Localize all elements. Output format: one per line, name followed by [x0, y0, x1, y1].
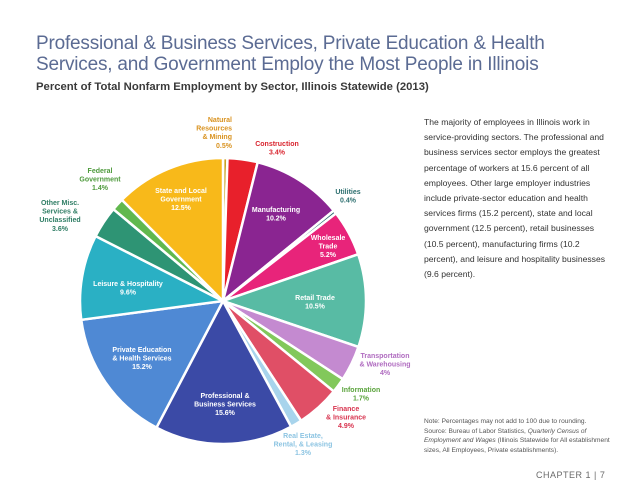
slice-name-line: & Insurance — [326, 415, 366, 422]
slice-value-label: 9.6% — [120, 290, 137, 297]
pie-slice-leisure-hospitality — [78, 234, 228, 322]
slice-name-line: Unclassified — [39, 217, 80, 224]
slice-name-line: Resources — [196, 126, 232, 133]
slice-name-line: Real Estate, — [283, 433, 323, 440]
slice-value-label: 15.2% — [132, 364, 153, 371]
source-suffix: (Illinois Statewide for All establishmen… — [424, 437, 610, 454]
slice-name-line: Manufacturing — [252, 207, 300, 214]
slice-label-natural-resources-mining: Natural Resources & Mining 0.5% — [196, 117, 233, 150]
slice-value-label: 1.7% — [353, 396, 370, 403]
slice-name-line: Federal — [88, 168, 113, 175]
slice-label-transportation-warehousing: Transportation & Warehousing 4% — [359, 353, 410, 377]
slice-name-line: Leisure & Hospitality — [93, 281, 163, 288]
slice-label-retail-trade: Retail Trade 10.5% — [295, 295, 335, 311]
slice-name-line: Trade — [319, 244, 338, 251]
slice-value-label: 3.4% — [269, 150, 286, 157]
source-prefix: Source: Bureau of Labor Statistics, — [424, 427, 526, 435]
slice-value-label: 15.6% — [215, 410, 236, 417]
slice-name-line: Services & — [42, 209, 78, 216]
slice-value-label: 10.5% — [305, 304, 326, 311]
slice-value-label: 10.2% — [266, 216, 287, 223]
slice-label-wholesale-trade: Wholesale Trade 5.2% — [311, 235, 346, 259]
slice-name-line: State and Local — [155, 188, 207, 195]
slice-value-label: 0.4% — [340, 198, 357, 205]
source-title: Quarterly Census of Employment and Wages — [424, 427, 587, 445]
source-citation: Source: Bureau of Labor Statistics, Quar… — [424, 427, 614, 456]
page-title: Professional & Business Services, Privat… — [36, 33, 545, 75]
slice-name-line: Government — [79, 177, 121, 184]
slice-label-information: Information 1.7% — [342, 387, 381, 403]
slice-value-label: 4% — [380, 370, 391, 377]
slice-name-line: Retail Trade — [295, 295, 335, 302]
slice-label-manufacturing: Manufacturing 10.2% — [252, 207, 300, 223]
slice-name-line: Information — [342, 387, 381, 394]
chart-subtitle: Percent of Total Nonfarm Employment by S… — [36, 81, 429, 93]
slice-label-professional-business-services: Professional & Business Services 15.6% — [194, 393, 256, 417]
slice-name-line: Private Education — [112, 347, 171, 354]
slice-label-real-estate-rental-leasing: Real Estate, Rental, & Leasing 1.3% — [274, 433, 333, 457]
slice-name-line: Government — [160, 197, 202, 204]
slice-name-line: Natural — [208, 117, 232, 124]
pie-slice-professional-business-services — [154, 298, 293, 446]
slice-name-line: & Warehousing — [359, 362, 410, 369]
rounding-note: Note: Percentages may not add to 100 due… — [424, 418, 587, 425]
slice-value-label: 5.2% — [320, 252, 337, 259]
slice-name-line: & Mining — [202, 134, 232, 141]
slice-value-label: 1.4% — [92, 185, 109, 192]
slice-label-leisure-hospitality: Leisure & Hospitality 9.6% — [93, 281, 163, 297]
slice-label-private-education-health-services: Private Education & Health Services 15.2% — [112, 347, 171, 371]
pie-slice-private-education-health-services — [79, 299, 226, 430]
slice-label-utilities: Utilities 0.4% — [335, 189, 360, 205]
pie-slice-manufacturing — [220, 160, 336, 305]
slice-label-state-and-local-government: State and Local Government 12.5% — [155, 188, 207, 212]
slice-label-other-misc-services-unclassified: Other Misc. Services & Unclassified 3.6% — [39, 200, 80, 233]
slice-name-line: Transportation — [360, 353, 409, 360]
slice-name-line: Construction — [255, 141, 299, 148]
slice-value-label: 0.5% — [216, 143, 233, 150]
slice-name-line: Rental, & Leasing — [274, 442, 333, 449]
slice-label-construction: Construction 3.4% — [255, 141, 299, 157]
page-footer: CHAPTER 1 | 7 — [536, 470, 606, 480]
slice-value-label: 1.3% — [295, 450, 312, 457]
pie-slice-state-and-local-government — [120, 156, 225, 305]
slice-name-line: Utilities — [335, 189, 360, 196]
slice-value-label: 4.9% — [338, 423, 355, 430]
source-note: Note: Percentages may not add to 100 due… — [424, 417, 614, 455]
pie-slice-retail-trade — [219, 252, 368, 349]
slice-name-line: Wholesale — [311, 235, 346, 242]
slice-value-label: 12.5% — [171, 205, 192, 212]
slice-name-line: Professional & — [200, 393, 249, 400]
slice-name-line: & Health Services — [112, 356, 171, 363]
slice-label-federal-government: Federal Government 1.4% — [79, 168, 121, 192]
slice-name-line: Business Services — [194, 402, 256, 409]
slice-name-line: Finance — [333, 406, 360, 413]
slice-label-finance-insurance: Finance & Insurance 4.9% — [326, 406, 366, 430]
slice-name-line: Other Misc. — [41, 200, 79, 207]
body-paragraph: The majority of employees in Illinois wo… — [424, 117, 606, 280]
slice-value-label: 3.6% — [52, 226, 69, 233]
